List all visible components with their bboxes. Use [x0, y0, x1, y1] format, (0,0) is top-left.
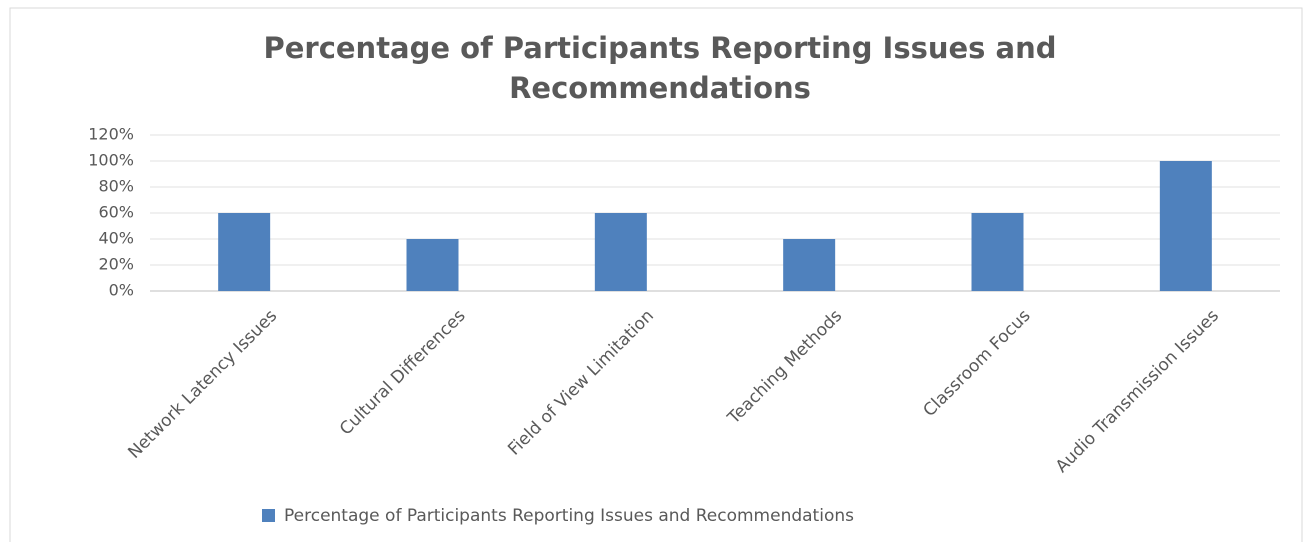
- x-tick-label: Audio Transmission Issues: [1052, 306, 1223, 477]
- x-tick-label: Cultural Differences: [336, 306, 470, 440]
- y-tick-label: 40%: [98, 229, 134, 248]
- chart-border: [9, 7, 1303, 542]
- legend-label: Percentage of Participants Reporting Iss…: [284, 506, 854, 526]
- bar: [1159, 161, 1212, 291]
- y-tick-label: 60%: [98, 203, 134, 222]
- y-tick-label: 20%: [98, 255, 134, 274]
- y-tick-label: 100%: [88, 151, 134, 170]
- bar: [971, 213, 1024, 291]
- bar: [594, 213, 647, 291]
- bar: [783, 239, 836, 291]
- x-tick-label: Network Latency Issues: [124, 306, 281, 463]
- y-tick-label: 120%: [88, 125, 134, 144]
- x-tick-label: Teaching Methods: [723, 306, 846, 429]
- chart-title: Percentage of Participants Reporting Iss…: [263, 31, 1057, 105]
- x-tick-label: Classroom Focus: [920, 306, 1035, 421]
- bar: [218, 213, 271, 291]
- x-tick-label: Field of View Limitation: [504, 306, 658, 460]
- bar: [406, 239, 459, 291]
- y-tick-label: 0%: [109, 281, 134, 300]
- legend-swatch: [262, 509, 275, 522]
- y-tick-label: 80%: [98, 177, 134, 196]
